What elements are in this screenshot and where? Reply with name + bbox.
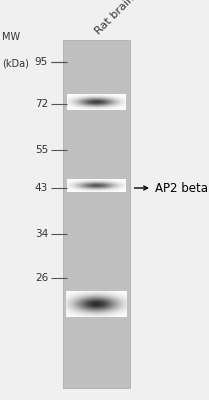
Text: MW: MW — [2, 32, 20, 42]
Bar — [63, 40, 130, 388]
Text: 55: 55 — [35, 145, 48, 155]
Text: AP2 beta: AP2 beta — [134, 182, 208, 194]
Text: Rat brain: Rat brain — [93, 0, 136, 36]
Text: (kDa): (kDa) — [2, 58, 29, 68]
Text: 26: 26 — [35, 273, 48, 283]
Text: 72: 72 — [35, 99, 48, 109]
Text: 34: 34 — [35, 229, 48, 239]
Text: 43: 43 — [35, 183, 48, 193]
Text: 95: 95 — [35, 57, 48, 67]
